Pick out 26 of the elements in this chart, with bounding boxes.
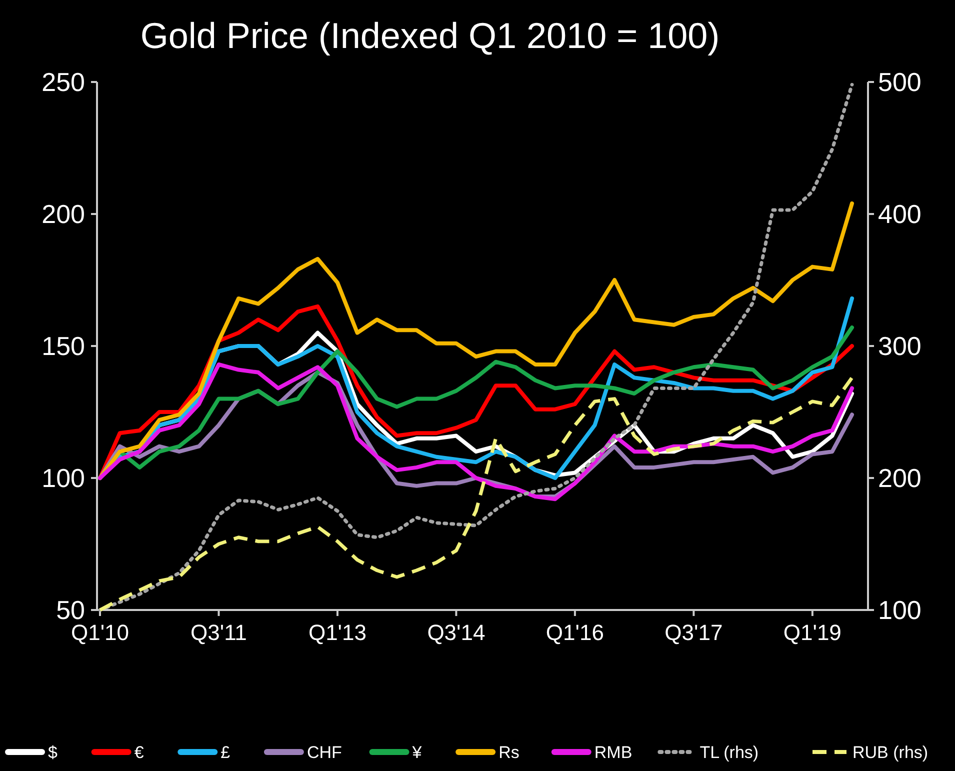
y2-tick-label: 100 [878,595,922,626]
y-tick-label: 150 [42,331,85,362]
legend-label: CHF [306,742,342,762]
legend-label: £ [220,742,231,762]
legend-label: RMB [594,742,632,762]
legend-label: ¥ [411,742,422,762]
line-series [98,376,854,612]
x-tick-label: Q3'11 [190,620,247,645]
x-tick-label: Q3'14 [427,620,486,645]
x-tick-label: Q1'19 [783,620,842,645]
x-tick-label: Q1'16 [546,620,604,645]
y-tick-label: 100 [42,463,85,494]
y2-tick-label: 300 [878,331,922,362]
y2-tick-label: 200 [878,463,922,494]
y-tick-label: 200 [42,199,85,230]
y2-tick-label: 400 [878,199,922,230]
legend-label: € [134,742,144,762]
legend-label: $ [48,742,58,762]
legend-label: RUB (rhs) [852,742,928,762]
x-tick-label: Q3'17 [664,620,723,645]
legend-label: TL (rhs) [700,742,759,762]
chart-title: Gold Price (Indexed Q1 2010 = 100) [140,15,720,56]
x-tick-label: Q1'13 [308,620,366,645]
y-tick-label: 250 [42,67,85,98]
legend-label: Rs [498,742,520,762]
y2-tick-label: 500 [878,67,922,98]
